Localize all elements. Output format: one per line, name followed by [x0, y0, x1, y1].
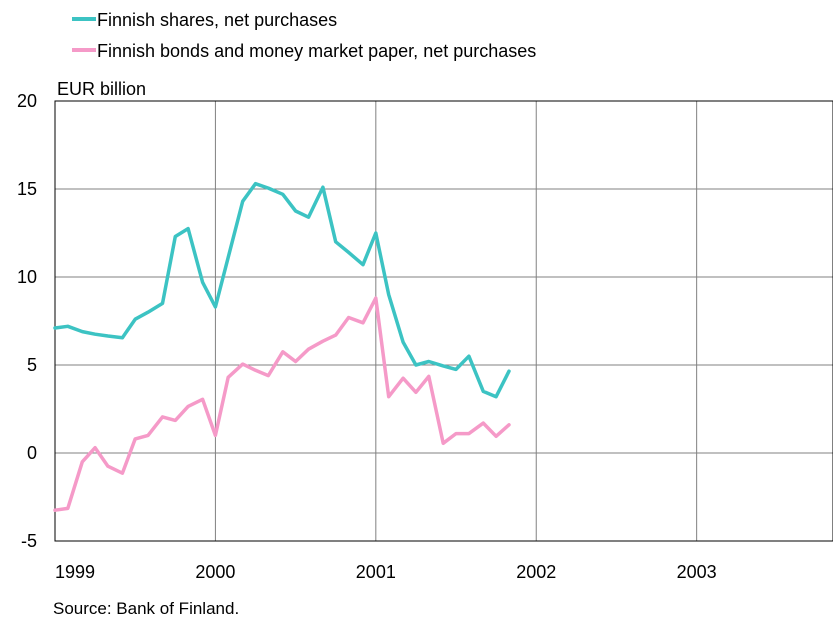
- legend-label-bonds: Finnish bonds and money market paper, ne…: [97, 41, 536, 61]
- y-axis-unit-label: EUR billion: [57, 79, 146, 99]
- y-axis-ticks: 20 15 10 5 0 -5: [17, 91, 37, 551]
- plot-frame: [54, 100, 833, 542]
- series-line-shares: [53, 181, 511, 399]
- y-tick-label: 15: [17, 179, 37, 199]
- series-lines: [53, 181, 511, 512]
- legend-label-shares: Finnish shares, net purchases: [97, 10, 337, 30]
- x-tick-label: 2003: [677, 562, 717, 582]
- y-tick-label: 0: [27, 443, 37, 463]
- y-tick-label: -5: [21, 531, 37, 551]
- legend-item-shares: Finnish shares, net purchases: [72, 10, 337, 30]
- source-note: Source: Bank of Finland.: [53, 599, 239, 618]
- legend: Finnish shares, net purchases Finnish bo…: [72, 10, 536, 61]
- x-axis-ticks: 1999 2000 2001 2002 2003: [55, 562, 717, 582]
- x-tick-label: 1999: [55, 562, 95, 582]
- gridlines: [55, 101, 833, 541]
- y-tick-label: 5: [27, 355, 37, 375]
- legend-item-bonds: Finnish bonds and money market paper, ne…: [72, 41, 536, 61]
- plot-area: 20 15 10 5 0 -5 1999 2000 2001 2002 2003: [17, 91, 833, 582]
- y-tick-label: 20: [17, 91, 37, 111]
- y-tick-label: 10: [17, 267, 37, 287]
- x-tick-label: 2000: [195, 562, 235, 582]
- x-tick-label: 2002: [516, 562, 556, 582]
- x-tick-label: 2001: [356, 562, 396, 582]
- series-line-bonds: [53, 296, 511, 512]
